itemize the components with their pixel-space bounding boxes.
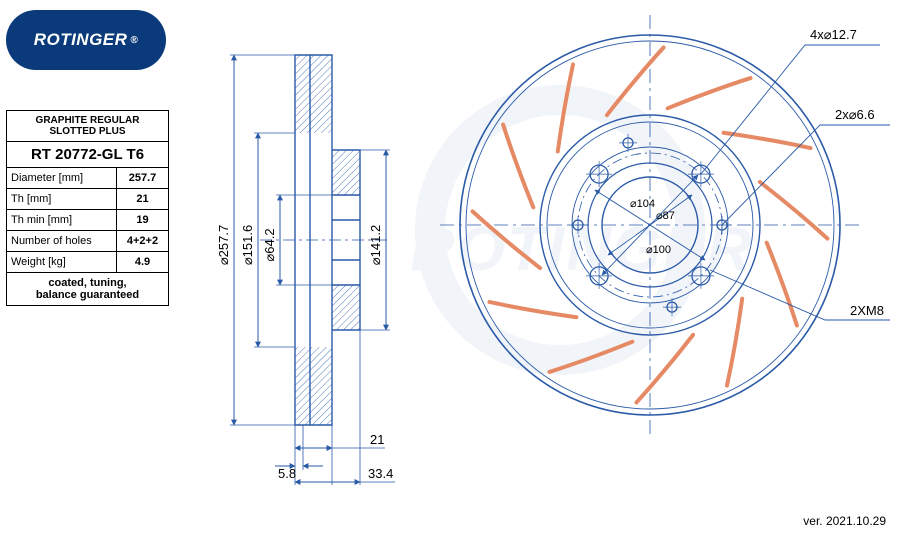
- face-view: ⌀104 ⌀87 ⌀100 4x⌀12.7 2x⌀6.6 2XM8: [440, 15, 890, 435]
- part-number: RT 20772-GL T6: [7, 142, 169, 168]
- brand-text: ROTINGER: [34, 30, 128, 50]
- table-row: Th [mm]21: [7, 189, 169, 210]
- spec-footer: coated, tuning, balance guaranteed: [7, 273, 169, 306]
- table-row: Number of holes4+2+2: [7, 231, 169, 252]
- spec-label: Diameter [mm]: [7, 168, 117, 189]
- spec-value: 21: [117, 189, 169, 210]
- dim-t2: 21: [370, 432, 384, 447]
- brand-logo: ROTINGER ®: [6, 10, 166, 70]
- brand-reg: ®: [130, 35, 138, 46]
- table-row: Diameter [mm]257.7: [7, 168, 169, 189]
- subtitle: GRAPHITE REGULAR SLOTTED PLUS: [7, 111, 169, 142]
- callout-c2: 2x⌀6.6: [835, 107, 875, 122]
- spec-value: 257.7: [117, 168, 169, 189]
- callout-c3: 2XM8: [850, 303, 884, 318]
- spec-table: GRAPHITE REGULAR SLOTTED PLUS RT 20772-G…: [6, 110, 169, 306]
- spec-value: 4.9: [117, 252, 169, 273]
- dim-d3: ⌀64.2: [262, 228, 277, 261]
- technical-drawing: ROTINGER ⌀257.7: [180, 0, 900, 520]
- dim-c6: ⌀100: [646, 244, 671, 256]
- dim-c4: ⌀104: [630, 198, 655, 210]
- version-label: ver. 2021.10.29: [803, 514, 886, 528]
- table-row: Th min [mm]19: [7, 210, 169, 231]
- dim-d1: ⌀257.7: [216, 225, 231, 265]
- dim-d4: ⌀141.2: [368, 225, 383, 265]
- spec-label: Th [mm]: [7, 189, 117, 210]
- spec-label: Weight [kg]: [7, 252, 117, 273]
- dim-d2: ⌀151.6: [240, 225, 255, 265]
- spec-label: Th min [mm]: [7, 210, 117, 231]
- dim-t1: 5.8: [278, 466, 296, 481]
- callout-c1: 4x⌀12.7: [810, 27, 857, 42]
- side-view: ⌀257.7 ⌀151.6 ⌀64.2 ⌀141.2 5.8 21 33.4: [216, 55, 395, 485]
- table-row: Weight [kg]4.9: [7, 252, 169, 273]
- spec-label: Number of holes: [7, 231, 117, 252]
- spec-value: 19: [117, 210, 169, 231]
- spec-value: 4+2+2: [117, 231, 169, 252]
- dim-t3: 33.4: [368, 466, 393, 481]
